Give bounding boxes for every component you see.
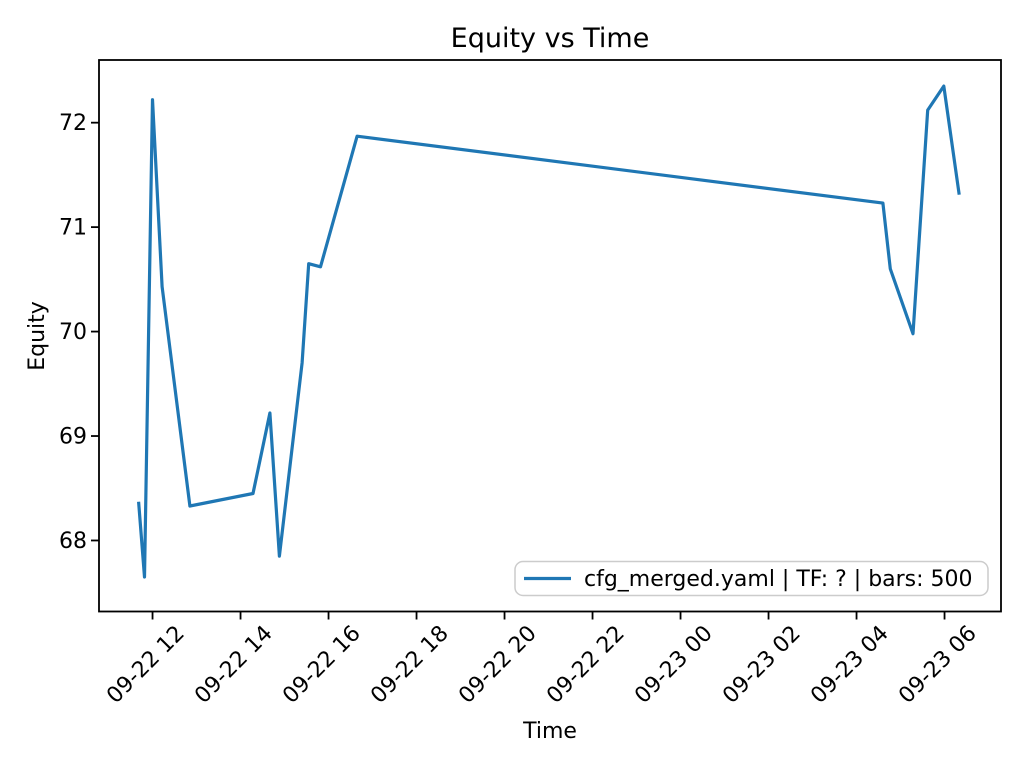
y-ticks: 68 69 70 71 72 — [59, 111, 99, 554]
equity-line — [137, 84, 961, 579]
x-axis-label: Time — [522, 719, 577, 744]
y-tick-label: 70 — [59, 320, 87, 345]
legend-box — [514, 560, 989, 597]
legend-label: cfg_merged.yaml | TF: ? | bars: 500 — [584, 567, 973, 592]
plot-frame — [98, 59, 1002, 613]
y-tick-label: 72 — [59, 111, 87, 136]
legend: cfg_merged.yaml | TF: ? | bars: 500 — [514, 560, 989, 597]
y-tick-label: 69 — [59, 425, 87, 450]
chart-title: Equity vs Time — [451, 23, 650, 54]
y-tick-label: 68 — [59, 529, 87, 554]
y-axis-label: Equity — [25, 301, 50, 371]
y-tick-label: 71 — [59, 216, 87, 241]
